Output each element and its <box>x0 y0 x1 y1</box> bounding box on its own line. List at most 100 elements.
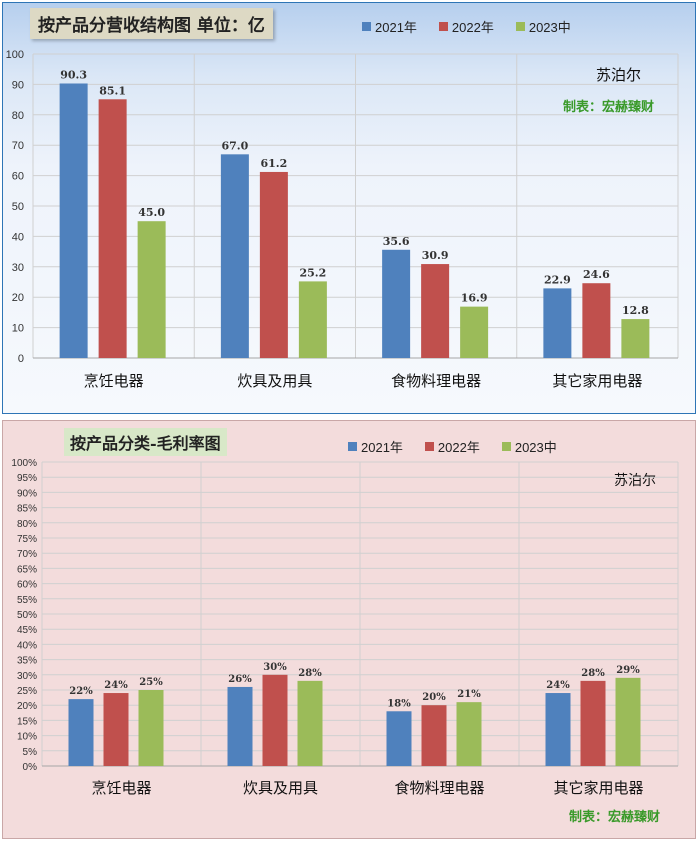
legend-item-2021: 2021年 <box>362 17 417 36</box>
bar <box>621 319 650 358</box>
data-label: 30% <box>263 662 287 673</box>
bar <box>297 680 323 766</box>
category-label: 其它家用电器 <box>552 372 642 390</box>
legend-item-2022: 2022年 <box>424 437 480 456</box>
y-tick-label: 45% <box>17 625 37 636</box>
legend-swatch <box>438 22 448 31</box>
legend-item-2021: 2021年 <box>348 437 403 456</box>
bar <box>68 699 94 766</box>
y-tick-label: 85% <box>17 504 37 515</box>
bar <box>262 674 288 766</box>
bar <box>615 677 641 766</box>
y-tick-label: 25% <box>17 686 37 697</box>
y-tick-label: 50 <box>12 201 24 213</box>
revenue-chart-title: 按产品分营收结构图 单位：亿 <box>30 8 273 39</box>
y-tick-label: 0 <box>18 353 24 365</box>
legend-swatch <box>348 442 357 451</box>
bar <box>138 690 164 766</box>
data-label: 26% <box>228 674 252 685</box>
category-label: 炊具及用具 <box>237 372 312 390</box>
y-tick-label: 100% <box>11 458 37 469</box>
data-label: 12.8 <box>622 304 649 317</box>
data-label: 16.9 <box>461 292 488 305</box>
data-label: 90.3 <box>60 68 87 81</box>
data-label: 20% <box>422 692 446 703</box>
data-label: 21% <box>457 689 481 700</box>
bar <box>421 264 450 358</box>
y-tick-label: 90 <box>12 79 24 91</box>
y-tick-label: 70% <box>17 549 37 560</box>
y-tick-label: 10% <box>17 732 37 743</box>
y-tick-label: 20% <box>17 701 37 712</box>
bar <box>103 693 129 766</box>
bar <box>456 702 482 766</box>
legend-item-2023: 2023中 <box>501 437 557 456</box>
category-label: 烹饪电器 <box>84 372 144 390</box>
category-label: 其它家用电器 <box>553 779 643 797</box>
bar <box>298 281 327 358</box>
credit-label: 制表：宏赫臻财 <box>569 810 661 825</box>
data-label: 85.1 <box>99 84 126 97</box>
legend-swatch <box>362 22 371 31</box>
bar <box>98 99 127 359</box>
y-tick-label: 0% <box>23 762 38 773</box>
y-tick-label: 90% <box>17 488 37 499</box>
credit-label: 制表：宏赫臻财 <box>563 100 655 115</box>
data-label: 67.0 <box>221 139 248 152</box>
data-label: 24% <box>546 680 570 691</box>
y-tick-label: 70 <box>12 140 24 152</box>
data-label: 24% <box>104 680 128 691</box>
y-tick-label: 30 <box>12 262 24 274</box>
y-tick-label: 50% <box>17 610 37 621</box>
data-label: 25.2 <box>299 266 326 279</box>
y-tick-label: 15% <box>17 716 37 727</box>
y-tick-label: 55% <box>17 595 37 606</box>
bar <box>227 686 253 766</box>
y-tick-label: 40 <box>12 231 24 243</box>
bar <box>580 680 606 766</box>
y-tick-label: 80% <box>17 519 37 530</box>
y-tick-label: 5% <box>23 747 38 758</box>
legend-item-2022: 2022年 <box>438 17 494 36</box>
bar <box>137 221 166 358</box>
data-label: 18% <box>387 698 411 709</box>
data-label: 22.9 <box>544 273 571 286</box>
category-label: 烹饪电器 <box>91 779 151 797</box>
y-tick-label: 60% <box>17 580 37 591</box>
y-tick-label: 95% <box>17 473 37 484</box>
y-tick-label: 40% <box>17 640 37 651</box>
y-tick-label: 75% <box>17 534 37 545</box>
bar <box>259 171 288 358</box>
revenue-chart-legend: 2021年 2022年 2023中 <box>362 17 571 36</box>
data-label: 30.9 <box>422 249 449 262</box>
data-label: 24.6 <box>583 268 610 281</box>
legend-swatch <box>424 442 434 451</box>
bar <box>421 705 447 766</box>
bar <box>382 249 411 358</box>
bar <box>582 283 611 358</box>
bar <box>386 711 412 766</box>
brand-label: 苏泊尔 <box>596 66 642 84</box>
y-tick-label: 10 <box>12 323 24 335</box>
y-tick-label: 20 <box>12 292 24 304</box>
category-label: 食物料理电器 <box>394 779 484 797</box>
data-label: 25% <box>139 677 163 688</box>
data-label: 61.2 <box>260 157 287 170</box>
bar <box>59 83 88 358</box>
y-tick-label: 80 <box>12 110 24 122</box>
y-tick-label: 35% <box>17 656 37 667</box>
category-label: 食物料理电器 <box>391 372 481 390</box>
margin-chart-legend: 2021年 2022年 2023中 <box>348 437 557 456</box>
data-label: 22% <box>69 686 93 697</box>
y-tick-label: 100 <box>6 49 24 61</box>
bar <box>220 154 249 358</box>
data-label: 28% <box>298 668 322 679</box>
y-tick-label: 65% <box>17 564 37 575</box>
legend-swatch <box>515 22 525 31</box>
bar <box>543 288 572 358</box>
data-label: 29% <box>616 665 640 676</box>
data-label: 45.0 <box>138 206 165 219</box>
legend-item-2023: 2023中 <box>515 17 571 36</box>
margin-chart-title: 按产品分类-毛利率图 <box>64 428 227 456</box>
